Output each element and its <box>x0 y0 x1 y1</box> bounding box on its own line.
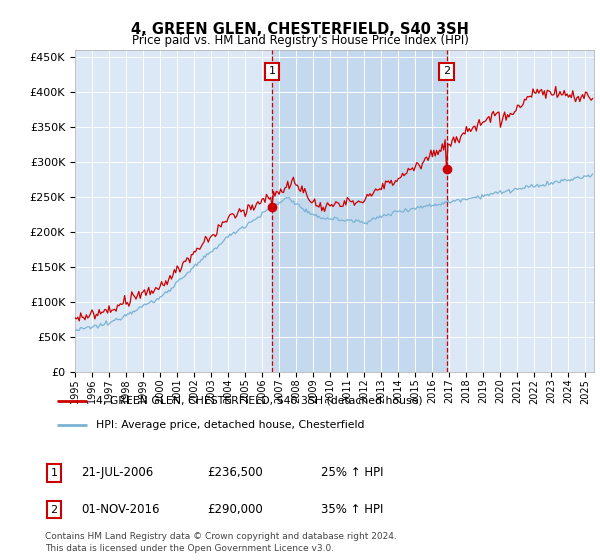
Text: 01-NOV-2016: 01-NOV-2016 <box>81 503 160 516</box>
Text: HPI: Average price, detached house, Chesterfield: HPI: Average price, detached house, Ches… <box>96 420 365 430</box>
Text: 1: 1 <box>269 67 275 76</box>
Text: 2: 2 <box>50 505 58 515</box>
Text: £236,500: £236,500 <box>207 466 263 479</box>
Text: Contains HM Land Registry data © Crown copyright and database right 2024.
This d: Contains HM Land Registry data © Crown c… <box>45 533 397 553</box>
Text: 25% ↑ HPI: 25% ↑ HPI <box>321 466 383 479</box>
Text: £290,000: £290,000 <box>207 503 263 516</box>
Text: 35% ↑ HPI: 35% ↑ HPI <box>321 503 383 516</box>
Text: 1: 1 <box>50 468 58 478</box>
Bar <box>272 50 446 372</box>
Text: 4, GREEN GLEN, CHESTERFIELD, S40 3SH: 4, GREEN GLEN, CHESTERFIELD, S40 3SH <box>131 22 469 38</box>
Text: 21-JUL-2006: 21-JUL-2006 <box>81 466 153 479</box>
Text: 4, GREEN GLEN, CHESTERFIELD, S40 3SH (detached house): 4, GREEN GLEN, CHESTERFIELD, S40 3SH (de… <box>96 396 423 406</box>
Text: Price paid vs. HM Land Registry's House Price Index (HPI): Price paid vs. HM Land Registry's House … <box>131 34 469 46</box>
Text: 2: 2 <box>443 67 450 76</box>
